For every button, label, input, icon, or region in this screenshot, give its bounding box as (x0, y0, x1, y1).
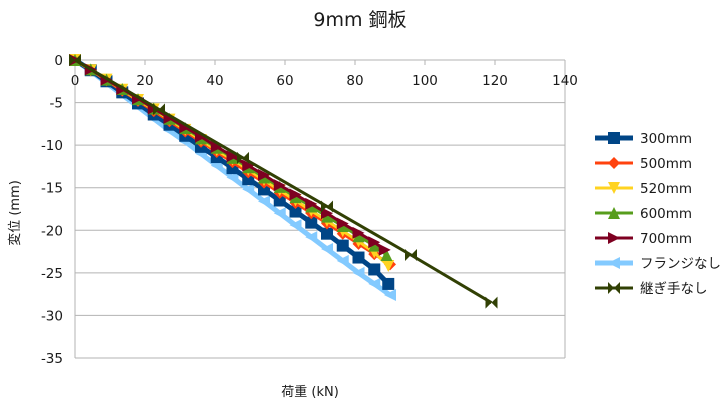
data-point (237, 151, 249, 164)
data-point (321, 207, 333, 220)
legend-label: 500mm (640, 156, 692, 172)
data-point (608, 182, 620, 194)
legend-label: 継ぎ手なし (640, 281, 708, 297)
data-point (380, 248, 393, 261)
x-tick-label: 100 (412, 73, 438, 89)
y-tick-label: -25 (41, 266, 63, 282)
data-point (242, 183, 255, 196)
data-point (368, 263, 381, 276)
y-tick-label: -20 (41, 223, 63, 239)
x-tick-label: 80 (346, 73, 363, 89)
legend-item: 500mm (595, 156, 692, 172)
data-point (226, 171, 239, 184)
data-point (258, 168, 270, 181)
data-point (368, 236, 381, 249)
legend-label: 600mm (640, 206, 692, 222)
data-point (321, 243, 333, 256)
data-point (378, 243, 391, 256)
data-point (242, 159, 255, 172)
x-tick-label: 120 (482, 73, 508, 89)
data-point (336, 217, 349, 230)
series-継ぎ手なし (69, 54, 498, 309)
data-point (608, 132, 620, 144)
y-tick-label: -30 (41, 308, 63, 324)
legend-item: 520mm (595, 181, 692, 197)
data-point (226, 150, 239, 163)
data-point (384, 288, 396, 301)
legend-item: 600mm (595, 206, 692, 222)
x-tick-label: 140 (552, 73, 578, 89)
data-point (336, 239, 349, 252)
data-point (289, 188, 302, 201)
data-point (210, 140, 223, 153)
x-tick-label: 60 (276, 73, 293, 89)
legend-item: 300mm (595, 131, 692, 147)
data-point (608, 157, 620, 169)
data-point (258, 195, 270, 208)
data-point (273, 207, 286, 220)
data-point (305, 231, 318, 244)
data-point (608, 282, 620, 294)
x-tick-label: 20 (136, 73, 153, 89)
data-point (305, 197, 318, 210)
data-point (153, 103, 165, 116)
x-tick-label: 0 (71, 73, 80, 89)
y-tick-label: -35 (41, 351, 63, 367)
data-point (321, 210, 333, 223)
legend-item: 700mm (595, 231, 692, 247)
y-axis-label: 変位 (mm) (7, 180, 23, 246)
data-point (352, 251, 365, 264)
x-axis-label: 荷重 (kN) (281, 384, 339, 400)
data-point (258, 183, 270, 196)
data-point (405, 248, 417, 261)
data-point (485, 296, 498, 309)
data-point (69, 54, 81, 66)
legend-label: 520mm (640, 181, 692, 197)
data-point (382, 260, 395, 273)
x-tick-label: 40 (206, 73, 223, 89)
chart-title: 9mm 鋼板 (313, 9, 406, 31)
data-point (289, 205, 302, 218)
data-point (608, 257, 620, 269)
series-line (74, 58, 493, 304)
y-tick-label: -10 (41, 138, 63, 154)
data-point (321, 200, 333, 213)
data-point (368, 277, 381, 290)
data-point (352, 266, 365, 279)
legend-item: 継ぎ手なし (595, 281, 708, 297)
data-point (352, 230, 365, 243)
legend-label: 700mm (640, 231, 692, 247)
legend-item: フランジなし (595, 256, 721, 272)
data-point (273, 194, 286, 207)
data-point (608, 232, 620, 244)
y-tick-label: 0 (54, 53, 63, 69)
axes: 0 -5 -10 -15 -20 -25 -30 -35 0 20 40 60 80 100 120 140 (41, 53, 578, 367)
data-point (273, 179, 286, 192)
data-point (289, 219, 302, 232)
data-point (305, 216, 318, 229)
data-point (382, 277, 395, 290)
y-tick-label: -5 (50, 96, 63, 112)
legend-label: フランジなし (640, 256, 721, 272)
data-point (368, 239, 381, 252)
data-point (336, 254, 349, 267)
data-point (608, 207, 620, 219)
y-tick-label: -15 (41, 181, 63, 197)
data-point (352, 226, 365, 239)
data-point (321, 227, 333, 240)
legend-label: 300mm (640, 131, 692, 147)
series-group (69, 54, 498, 309)
data-point (242, 173, 255, 186)
